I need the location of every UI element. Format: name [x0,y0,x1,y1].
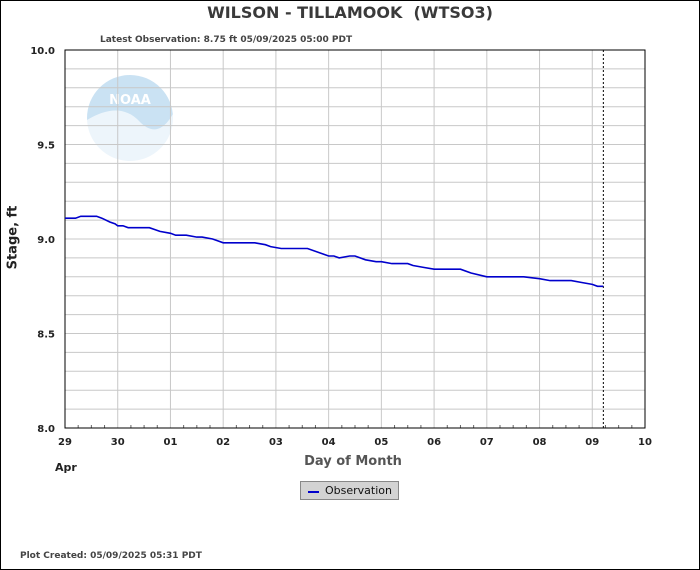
x-tick-label: 09 [585,437,599,448]
x-tick-label: 10 [638,437,652,448]
y-tick-label: 8.0 [37,424,55,435]
y-tick-label: 9.0 [37,235,55,246]
x-tick-label: 08 [533,437,547,448]
series-line-observation [65,215,604,288]
x-tick-label: 29 [58,437,72,448]
legend: Observation [300,481,399,500]
x-axis-label: Day of Month [304,454,402,469]
legend-observation-swatch [308,491,319,493]
chart-title: WILSON - TILLAMOOK (WTSO3) [207,3,493,22]
plot-created: Plot Created: 05/09/2025 05:31 PDT [20,551,202,561]
x-tick-label: 04 [322,437,336,448]
x-tick-label: 06 [427,437,441,448]
latest-observation: Latest Observation: 8.75 ft 05/09/2025 0… [100,35,353,45]
y-tick-label: 10.0 [30,46,55,57]
x-tick-label: 03 [269,437,283,448]
month-label: Apr [55,461,77,474]
plot-border [64,49,646,429]
x-tick-label: 05 [374,437,388,448]
x-tick-label: 30 [111,437,125,448]
noaa-logo-text: NOAA [109,93,151,108]
x-tick-label: 02 [216,437,230,448]
y-axis-label: Stage, ft [5,205,21,270]
x-tick-label: 01 [163,437,177,448]
legend-observation-label: Observation [325,484,392,497]
y-tick-label: 9.5 [37,141,55,152]
x-tick-label: 07 [480,437,494,448]
y-tick-label: 8.5 [37,330,55,341]
